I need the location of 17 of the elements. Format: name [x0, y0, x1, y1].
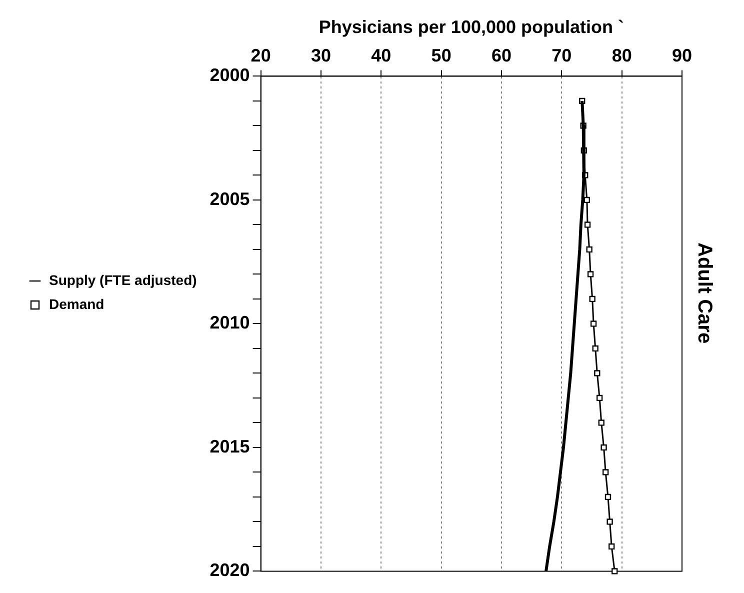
x-axis-title: Physicians per 100,000 population ` — [318, 16, 624, 37]
x-tick-label: 20 — [250, 45, 271, 66]
legend-label: Demand — [49, 296, 104, 312]
y-tick-label: 2010 — [210, 312, 250, 333]
y-tick-label: 2015 — [210, 436, 250, 456]
x-tick-label: 60 — [491, 45, 512, 66]
x-tick-label: 70 — [552, 45, 572, 66]
y-tick-label: 2000 — [210, 65, 250, 86]
legend-label: Supply (FTE adjusted) — [49, 272, 197, 288]
x-tick-label: 40 — [371, 45, 392, 66]
x-tick-label: 30 — [310, 45, 332, 66]
text: Adult Care — [693, 242, 716, 344]
y-tick-label: 2005 — [210, 188, 250, 209]
x-tick-label: 90 — [672, 45, 692, 66]
x-tick-label: 50 — [431, 45, 452, 66]
y-tick-label: 2020 — [210, 560, 250, 580]
x-tick-label: 80 — [612, 45, 632, 66]
